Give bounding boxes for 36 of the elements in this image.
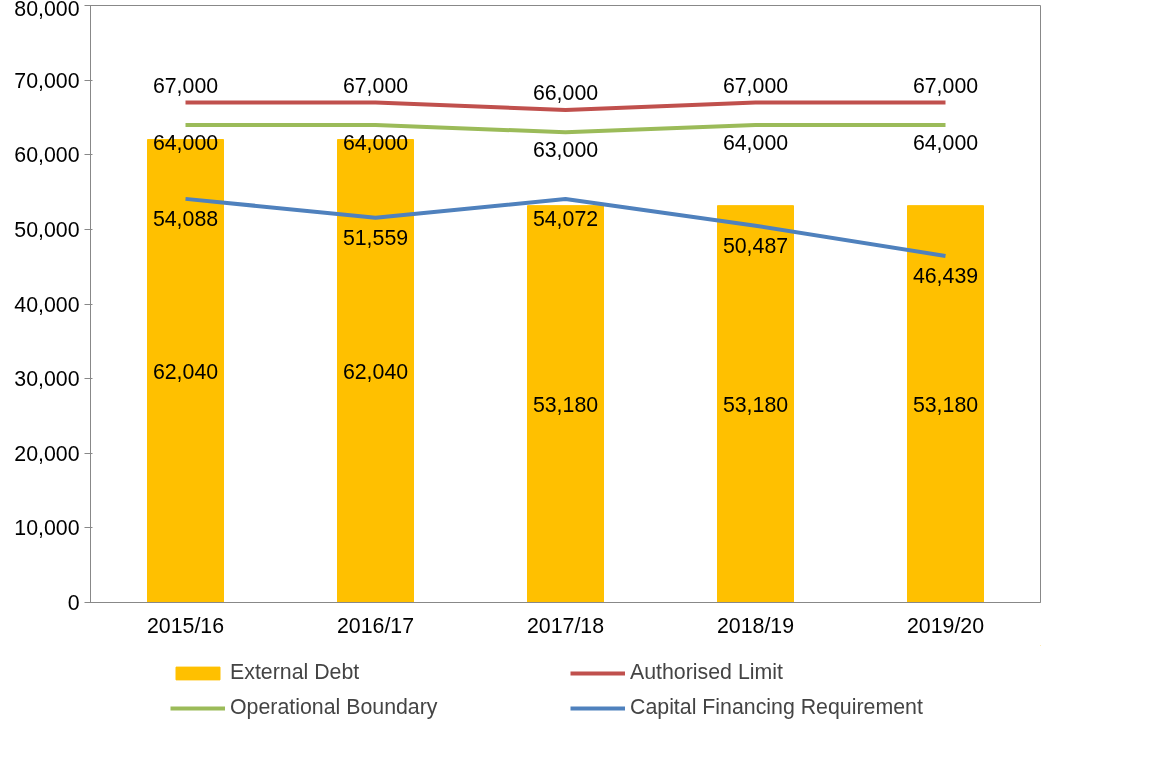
- data-label: 67,000: [912, 73, 979, 98]
- y-tick-label: 70,000: [14, 68, 80, 93]
- y-tick-label: 50,000: [14, 217, 80, 242]
- y-tick-label: 10,000: [14, 516, 80, 541]
- data-label: 54,072: [532, 206, 599, 231]
- y-tick-label: 80,000: [14, 0, 80, 21]
- data-label: 53,180: [912, 392, 979, 417]
- data-label: 46,439: [912, 263, 979, 288]
- legend-label: External Debt: [230, 660, 361, 685]
- data-label: 53,180: [532, 392, 599, 417]
- data-label: 63,000: [532, 138, 599, 163]
- data-label: 50,487: [722, 233, 789, 258]
- x-tick-label: 2016/17: [336, 613, 415, 638]
- data-label: 64,000: [722, 130, 789, 155]
- data-label: 67,000: [152, 73, 219, 98]
- x-tick-label: 2017/18: [526, 613, 605, 638]
- data-label: 62,040: [152, 359, 219, 384]
- y-tick-label: 40,000: [14, 292, 80, 317]
- x-tick-label: 2015/16: [146, 613, 225, 638]
- legend-label: Authorised Limit: [630, 660, 784, 685]
- data-label: 67,000: [342, 73, 409, 98]
- y-tick-label: 20,000: [14, 441, 80, 466]
- data-label: 54,088: [152, 206, 219, 231]
- legend-label: Capital Financing Requirement: [630, 695, 924, 720]
- data-label: 64,000: [912, 130, 979, 155]
- data-label: 51,559: [342, 225, 409, 250]
- legend-label: Operational Boundary: [230, 695, 439, 720]
- y-tick-label: 60,000: [14, 143, 80, 168]
- x-tick-label: 2018/19: [716, 613, 795, 638]
- data-label: 53,180: [722, 392, 789, 417]
- data-label: 66,000: [532, 80, 599, 105]
- x-tick-label: 2019/20: [906, 613, 985, 638]
- data-label: 67,000: [722, 73, 789, 98]
- y-tick-label: 30,000: [14, 367, 80, 392]
- y-tick-label: 0: [67, 591, 80, 615]
- data-label: 62,040: [342, 359, 409, 384]
